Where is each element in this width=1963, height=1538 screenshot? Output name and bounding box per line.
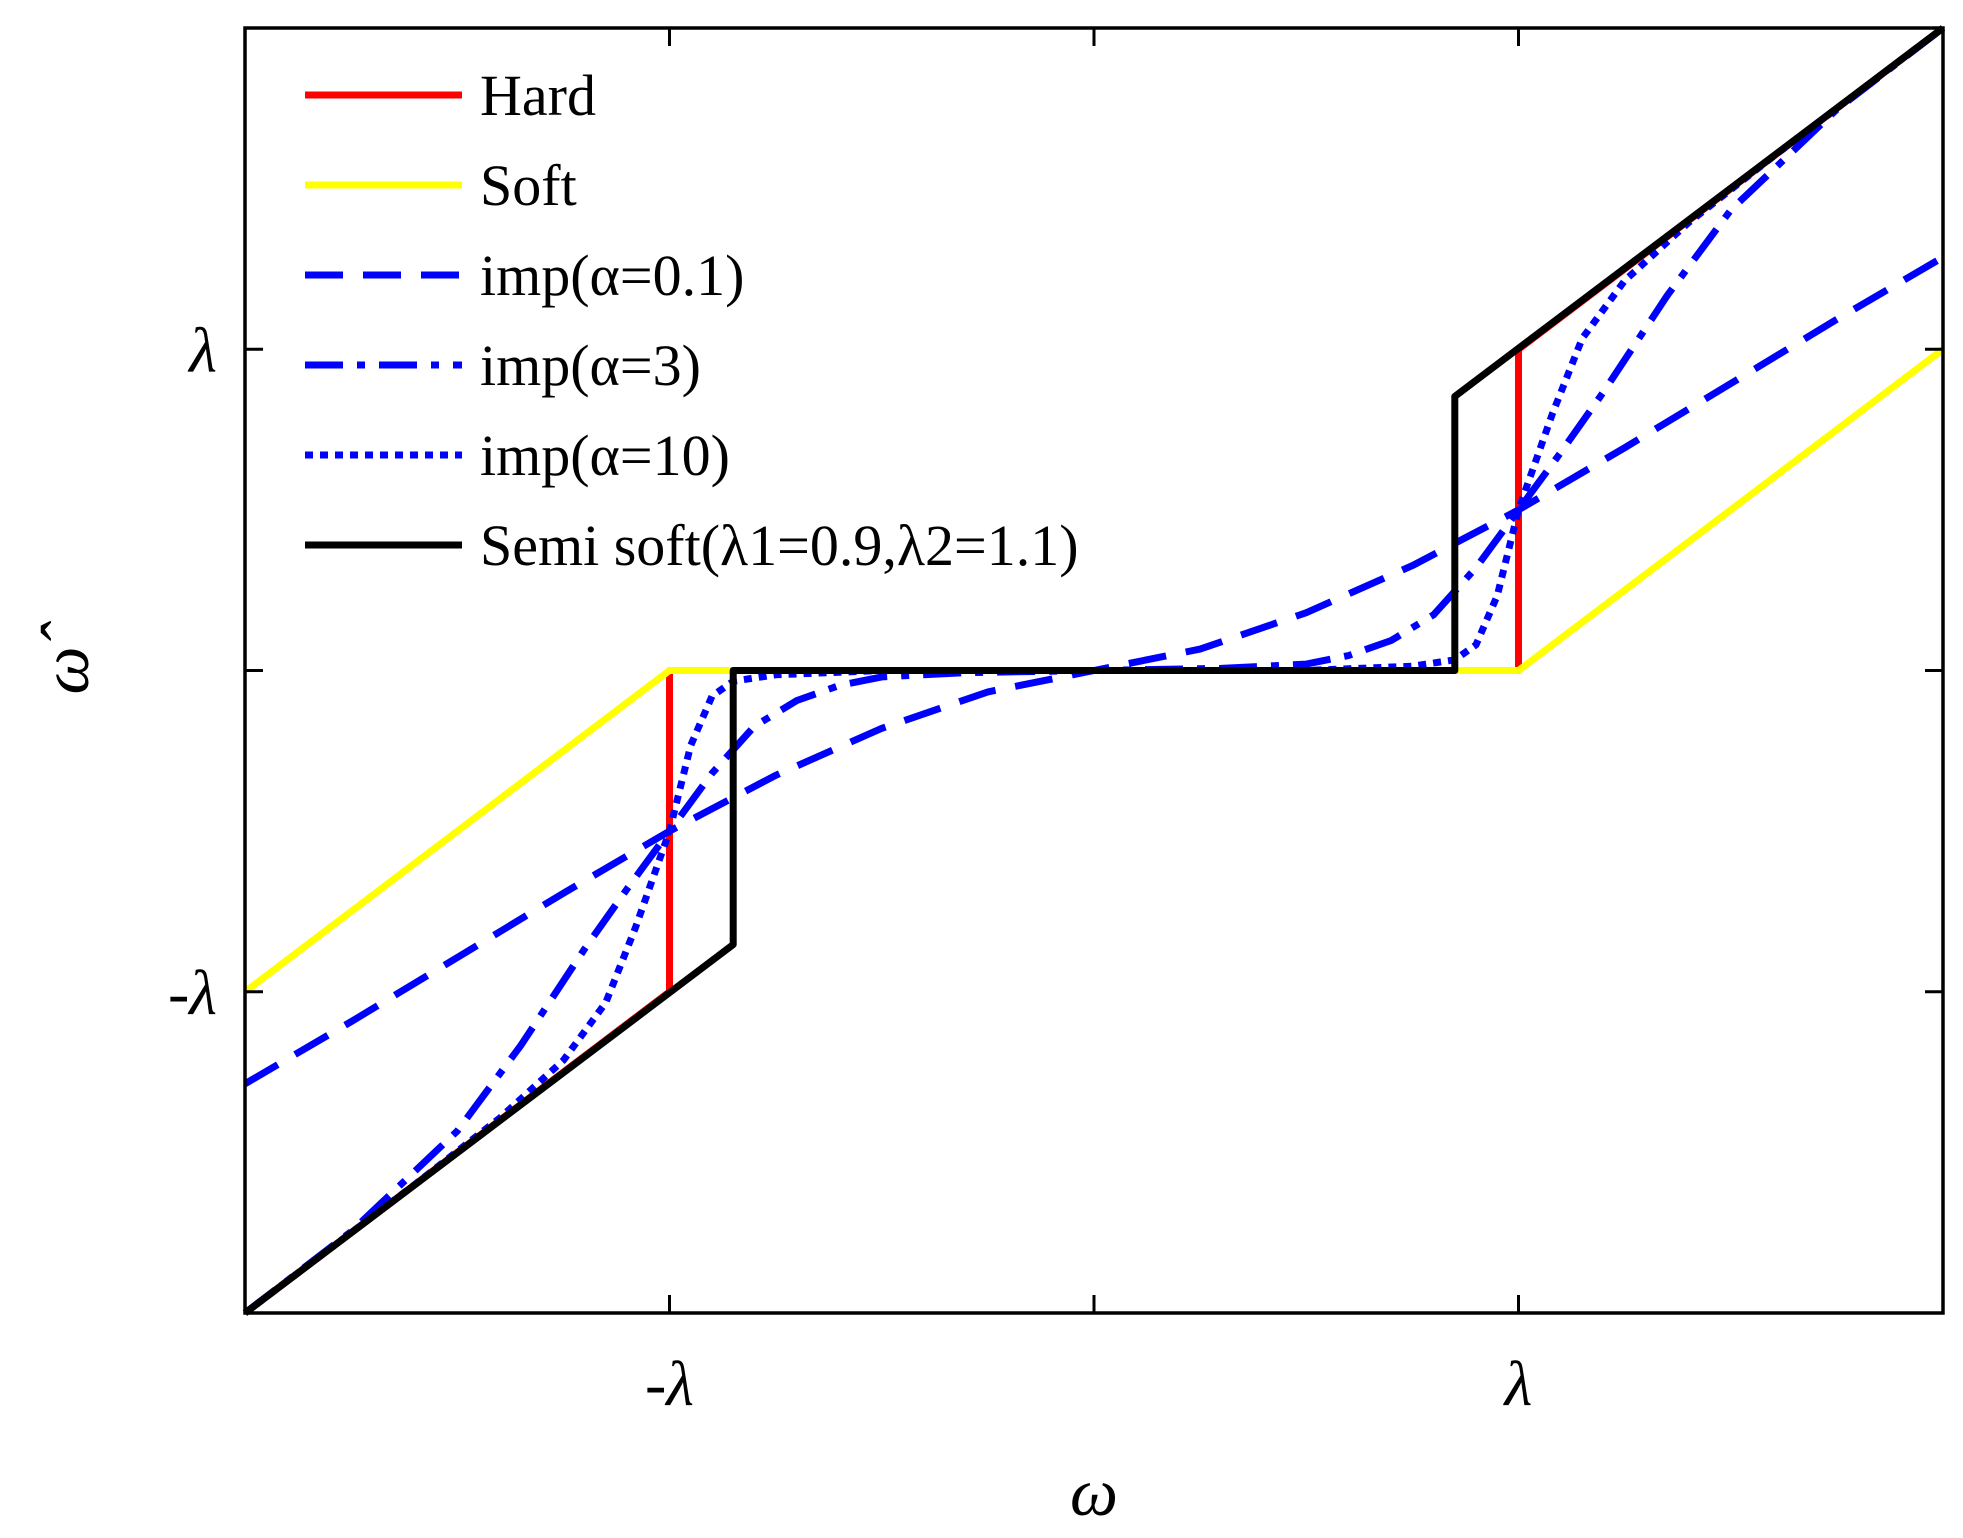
x-axis-label: ω [1070, 1454, 1118, 1530]
legend-label-5: Semi soft(λ1=0.9,λ2=1.1) [480, 513, 1079, 578]
x-tick-label: -λ [645, 1348, 694, 1419]
y-tick-label: -λ [168, 957, 217, 1028]
y-tick-label: λ [187, 314, 217, 385]
series-line-5 [242, 25, 1946, 1316]
legend: Hard Soft imp(α=0.1) imp(α=3) imp(α=10) Semi … [305, 63, 1079, 578]
legend-label-2: imp(α=0.1) [480, 243, 744, 308]
legend-label-0: Hard [480, 63, 596, 128]
x-tick-label: λ [1503, 1348, 1533, 1419]
tick-layer: -λ λ -λ λ [168, 28, 1943, 1419]
legend-label-3: imp(α=3) [480, 333, 701, 398]
series-layer [242, 25, 1946, 1316]
legend-label-1: Soft [480, 153, 577, 218]
legend-label-4: imp(α=10) [480, 423, 730, 488]
